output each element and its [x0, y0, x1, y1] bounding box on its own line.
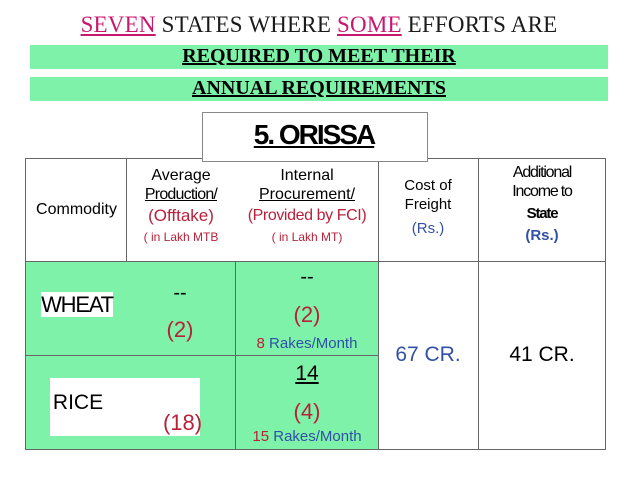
header-commodity: Commodity	[36, 201, 117, 218]
header-proc-l2: Procurement/	[258, 186, 356, 203]
table-bottom-border	[25, 449, 606, 450]
header-avg-l2: Production/	[144, 186, 218, 203]
col-line-1-header	[126, 158, 127, 262]
title-band-2	[30, 77, 608, 101]
wheat-label: WHEAT	[30, 292, 124, 318]
row-divider	[25, 355, 378, 356]
header-cost-l2: Freight	[404, 196, 452, 213]
rice-proc-bg	[236, 356, 378, 449]
title-efforts-are: EFFORTS ARE	[401, 12, 558, 37]
rice-rakes-text: Rakes/Month	[269, 428, 362, 445]
col-line-5	[605, 158, 606, 450]
header-income-l3: State	[526, 205, 559, 222]
wheat-name: WHEAT	[41, 292, 114, 317]
additional-income-value: 41 CR.	[509, 343, 575, 366]
header-proc-l4: ( in Lakh MT)	[271, 230, 343, 244]
header-internal-procurement: Internal Procurement/ (Provided by FCI) …	[234, 166, 380, 247]
rice-rakes-num: 15	[252, 428, 270, 445]
rice-white-block	[50, 378, 200, 436]
col-line-0	[25, 158, 26, 450]
header-cost-l3: (Rs.)	[411, 220, 445, 237]
header-avg-l4: ( in Lakh MTB	[143, 230, 219, 244]
wheat-rakes: 8 Rakes/Month	[237, 335, 377, 352]
wheat-proc-dash: --	[300, 266, 314, 288]
header-avg-production: Average Production/ (Offtake) ( in Lakh …	[127, 166, 235, 247]
wheat-avg-dash: --	[173, 282, 187, 304]
title-some: SOME	[337, 12, 402, 37]
header-proc-l1: Internal	[280, 167, 334, 184]
header-income-l2: Income to	[512, 183, 573, 200]
wheat-rakes-num: 8	[256, 335, 265, 352]
rice-rakes: 15 Rakes/Month	[237, 428, 377, 445]
header-income-l4: (Rs.)	[525, 227, 559, 244]
wheat-rakes-text: Rakes/Month	[264, 335, 358, 352]
wheat-proc-value: (2)	[293, 302, 321, 327]
slide-title-line-1: SEVEN STATES WHERE SOME EFFORTS ARE	[0, 12, 638, 38]
header-cost-l1: Cost of	[404, 177, 452, 194]
header-additional-income: Additional Income to State (Rs.)	[480, 163, 604, 245]
cost-freight-value: 67 CR.	[395, 343, 461, 366]
table-top-border-right	[426, 158, 606, 159]
header-avg-l1: Average	[151, 167, 211, 184]
col-line-2-body	[235, 262, 236, 450]
rice-name: RICE	[52, 391, 104, 414]
header-proc-l3: (Provided by FCI)	[247, 207, 367, 224]
header-divider	[25, 261, 606, 262]
state-heading-box	[202, 112, 428, 162]
title-states-where: STATES WHERE	[155, 12, 338, 37]
rice-proc-top: 14	[237, 362, 377, 386]
wheat-avg-value: (2)	[166, 317, 194, 342]
rice-avg-value: (18)	[162, 410, 203, 435]
slide-title-line-2: REQUIRED TO MEET THEIR	[182, 45, 456, 67]
table-top-border-left	[25, 158, 205, 159]
title-band-1	[30, 45, 608, 69]
header-avg-l3: (Offtake)	[148, 206, 214, 225]
col-line-4	[478, 158, 479, 450]
header-income-l1: Additional	[512, 164, 572, 181]
title-seven: SEVEN	[80, 12, 156, 37]
slide-title-line-3: ANNUAL REQUIREMENTS	[192, 77, 446, 99]
col-line-3	[378, 158, 379, 450]
rice-proc-value: (4)	[293, 399, 321, 424]
state-heading: 5. ORISSA	[253, 119, 376, 150]
rice-proc-top-value: 14	[295, 362, 319, 385]
header-cost-freight: Cost of Freight (Rs.)	[380, 176, 476, 238]
